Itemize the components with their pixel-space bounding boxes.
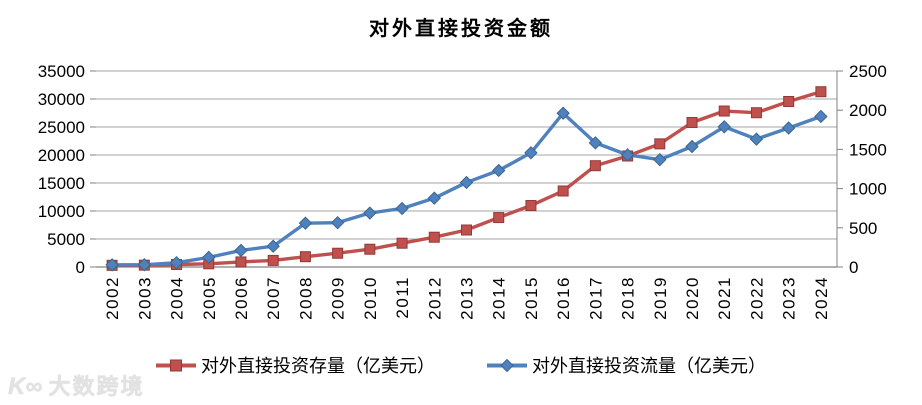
watermark: K∞ 大数跨境 [8, 369, 144, 401]
svg-text:2500: 2500 [849, 62, 887, 81]
svg-text:2022: 2022 [747, 276, 766, 320]
svg-text:0: 0 [76, 258, 85, 277]
svg-text:1500: 1500 [849, 140, 887, 159]
svg-text:10000: 10000 [38, 202, 85, 221]
svg-text:2008: 2008 [296, 276, 315, 320]
svg-text:25000: 25000 [38, 118, 85, 137]
svg-text:2019: 2019 [651, 276, 670, 320]
svg-text:2013: 2013 [458, 276, 477, 320]
svg-text:2000: 2000 [849, 101, 887, 120]
svg-text:1000: 1000 [849, 180, 887, 199]
svg-text:2009: 2009 [329, 276, 348, 320]
stock-series-label: 对外直接投资存量（亿美元） [201, 356, 435, 376]
chart-title: 对外直接投资金额 [369, 18, 553, 40]
svg-text:2024: 2024 [812, 276, 831, 320]
fdi-line-chart: 0 5000 10000 15000 20000 25000 30000 35000 0 500 1… [38, 62, 887, 320]
svg-text:5000: 5000 [47, 230, 85, 249]
svg-text:2006: 2006 [232, 276, 251, 320]
legend-item-flow: 对外直接投资流量（亿美元） [487, 352, 766, 378]
svg-text:2005: 2005 [200, 276, 219, 320]
svg-text:2012: 2012 [425, 276, 444, 320]
flow-series-marker-icon [487, 358, 527, 372]
svg-text:2002: 2002 [103, 276, 122, 320]
svg-text:35000: 35000 [38, 62, 85, 81]
svg-text:2023: 2023 [780, 276, 799, 320]
watermark-text: 大数跨境 [48, 374, 145, 399]
svg-text:0: 0 [849, 258, 858, 277]
svg-text:2016: 2016 [554, 276, 573, 320]
svg-text:2017: 2017 [586, 276, 605, 320]
svg-text:2003: 2003 [135, 276, 154, 320]
flow-series-label: 对外直接投资流量（亿美元） [532, 356, 766, 376]
svg-text:2004: 2004 [168, 276, 187, 320]
svg-text:2015: 2015 [522, 276, 541, 320]
svg-text:2007: 2007 [264, 276, 283, 320]
svg-text:15000: 15000 [38, 174, 85, 193]
svg-text:30000: 30000 [38, 90, 85, 109]
legend-item-stock: 对外直接投资存量（亿美元） [156, 352, 435, 378]
svg-text:2010: 2010 [361, 276, 380, 320]
stock-series-marker-icon [156, 359, 196, 372]
svg-text:20000: 20000 [38, 146, 85, 165]
watermark-logo-icon: K∞ [8, 373, 43, 400]
chart-legend: 对外直接投资存量（亿美元） 对外直接投资流量（亿美元） [0, 352, 922, 378]
svg-text:500: 500 [849, 219, 877, 238]
svg-text:2021: 2021 [715, 276, 734, 320]
svg-text:2020: 2020 [683, 276, 702, 320]
svg-text:2018: 2018 [619, 276, 638, 320]
svg-text:2011: 2011 [393, 276, 412, 319]
svg-text:2014: 2014 [490, 276, 509, 320]
